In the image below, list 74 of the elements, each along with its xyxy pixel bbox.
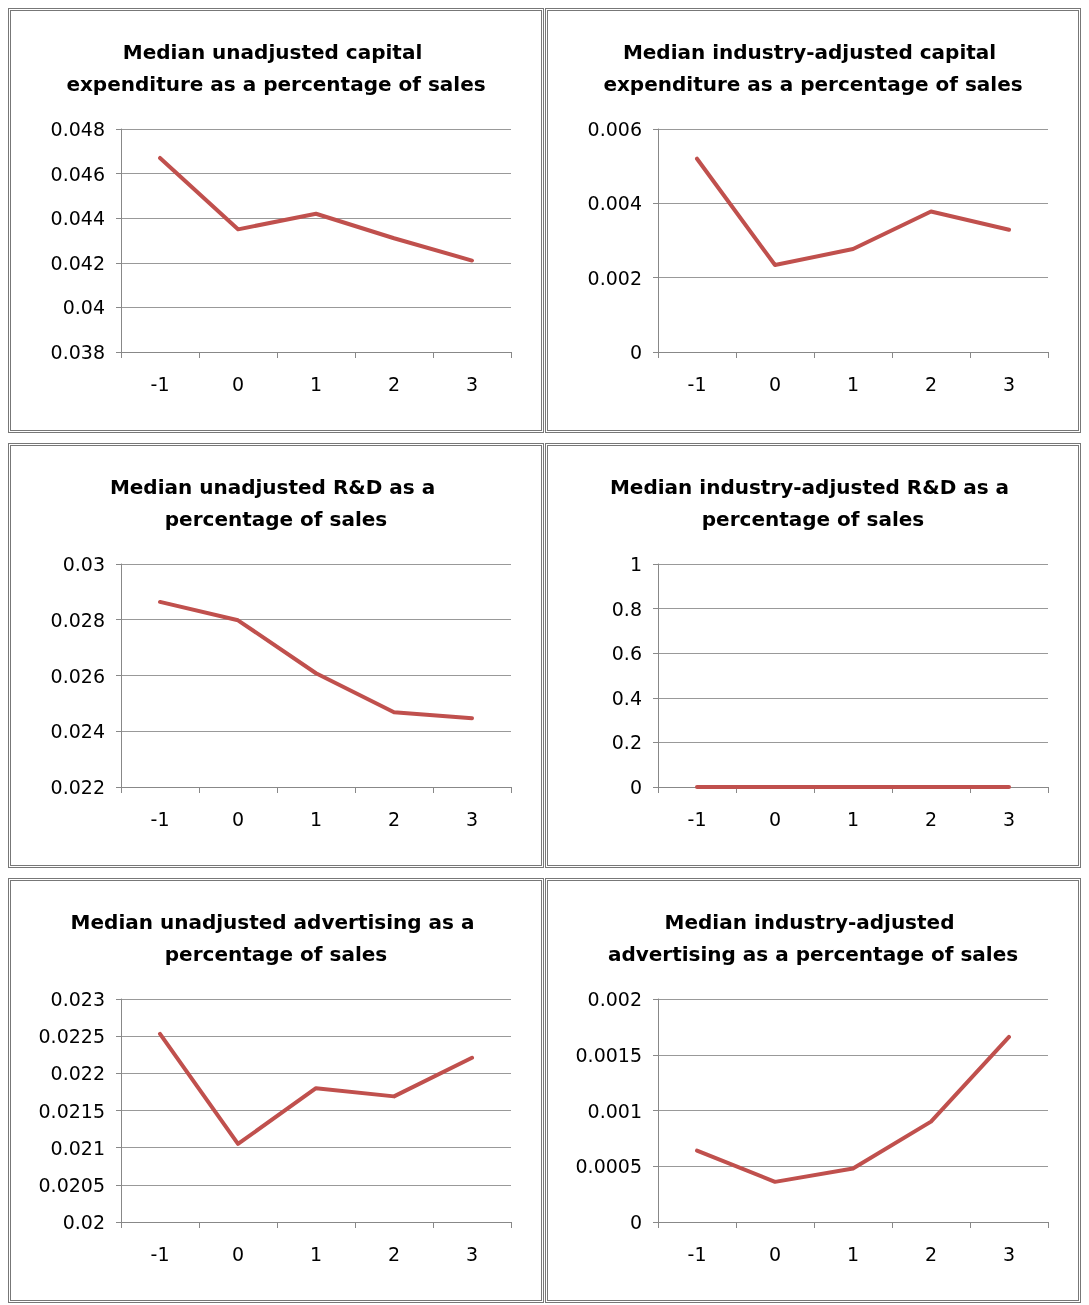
- line-series: [158, 599, 474, 721]
- y-tick-label: 0.001: [587, 1099, 642, 1122]
- y-tick-label: 0.048: [50, 118, 105, 140]
- y-tick-label: 0.023: [50, 988, 105, 1010]
- x-tick-label: 1: [309, 807, 323, 830]
- y-tick-label: 0: [629, 341, 642, 363]
- chart-title: Median industry-adjusted advertising as a percentage of sales: [607, 910, 1019, 966]
- x-tick-label: 0: [768, 807, 782, 830]
- y-tick-label: 0.042: [50, 251, 105, 274]
- x-tick-label: 3: [1002, 372, 1016, 395]
- y-tick-label: 0.044: [50, 207, 105, 230]
- x-tick-label: 1: [846, 1242, 860, 1265]
- y-tick-label: 0.03: [62, 553, 105, 575]
- x-tick-label: 1: [309, 372, 323, 395]
- y-tick-label: 0.004: [587, 192, 642, 215]
- x-tick-label: 3: [1002, 807, 1016, 830]
- x-tick-label: -1: [150, 807, 170, 830]
- chart-title: Median unadjusted advertising as a percentage of sales: [70, 910, 482, 966]
- y-tick-label: 0.022: [50, 776, 105, 798]
- chart-title: Median unadjusted capital expenditure as a percentage of sales: [66, 40, 486, 96]
- y-tick-label: 0.0015: [575, 1043, 642, 1066]
- y-tick-label: 0.038: [50, 341, 105, 363]
- y-tick-label: 0: [629, 1211, 642, 1233]
- x-tick-label: 2: [387, 1242, 401, 1265]
- y-tick-label: 0.0215: [38, 1099, 105, 1122]
- y-tick-label: 0.4: [611, 686, 642, 709]
- x-tick-label: 0: [231, 807, 245, 830]
- x-tick-label: -1: [150, 1242, 170, 1265]
- x-tick-label: 3: [465, 807, 479, 830]
- y-tick-label: 0.002: [587, 988, 642, 1010]
- x-tick-label: -1: [150, 372, 170, 395]
- line-series: [158, 1031, 474, 1146]
- y-tick-label: 0.026: [50, 664, 105, 687]
- y-tick-label: 0.2: [611, 731, 642, 754]
- x-tick-label: 0: [231, 1242, 245, 1265]
- y-tick-label: 0.002: [587, 266, 642, 289]
- x-tick-label: 2: [924, 372, 938, 395]
- y-tick-label: 0.024: [50, 720, 105, 743]
- y-tick-label: 0.6: [611, 642, 642, 665]
- x-tick-label: 3: [465, 372, 479, 395]
- x-tick-label: 2: [924, 1242, 938, 1265]
- x-tick-label: 0: [768, 1242, 782, 1265]
- y-tick-label: 0.04: [62, 296, 105, 319]
- line-series: [695, 156, 1011, 268]
- y-tick-label: 0.8: [611, 597, 642, 620]
- y-tick-label: 1: [629, 553, 642, 575]
- y-tick-label: 0.02: [62, 1211, 105, 1233]
- x-tick-label: 2: [924, 807, 938, 830]
- y-tick-label: 0.0225: [38, 1025, 105, 1048]
- y-tick-label: 0.028: [50, 608, 105, 631]
- x-tick-label: -1: [687, 807, 707, 830]
- chart-title: Median unadjusted R&D as a percentage of sales: [109, 475, 443, 531]
- chart-title: Median industry-adjusted capital expenditure as a percentage of sales: [603, 40, 1023, 96]
- y-tick-label: 0: [629, 776, 642, 798]
- x-tick-label: -1: [687, 372, 707, 395]
- x-tick-label: 3: [465, 1242, 479, 1265]
- y-tick-label: 0.021: [50, 1136, 105, 1159]
- x-tick-label: 2: [387, 807, 401, 830]
- line-series: [695, 1034, 1011, 1184]
- y-tick-label: 0.046: [50, 162, 105, 185]
- y-tick-label: 0.022: [50, 1062, 105, 1085]
- chart-title: Median industry-adjusted R&D as a percentage of sales: [609, 475, 1017, 531]
- x-tick-label: -1: [687, 1242, 707, 1265]
- x-tick-label: 3: [1002, 1242, 1016, 1265]
- y-tick-label: 0.006: [587, 118, 642, 140]
- x-tick-label: 1: [846, 372, 860, 395]
- y-tick-label: 0.0005: [575, 1155, 642, 1178]
- x-tick-label: 2: [387, 372, 401, 395]
- x-tick-label: 0: [768, 372, 782, 395]
- x-tick-label: 0: [231, 372, 245, 395]
- x-tick-label: 1: [846, 807, 860, 830]
- y-tick-label: 0.0205: [38, 1173, 105, 1196]
- line-series: [158, 155, 474, 263]
- x-tick-label: 1: [309, 1242, 323, 1265]
